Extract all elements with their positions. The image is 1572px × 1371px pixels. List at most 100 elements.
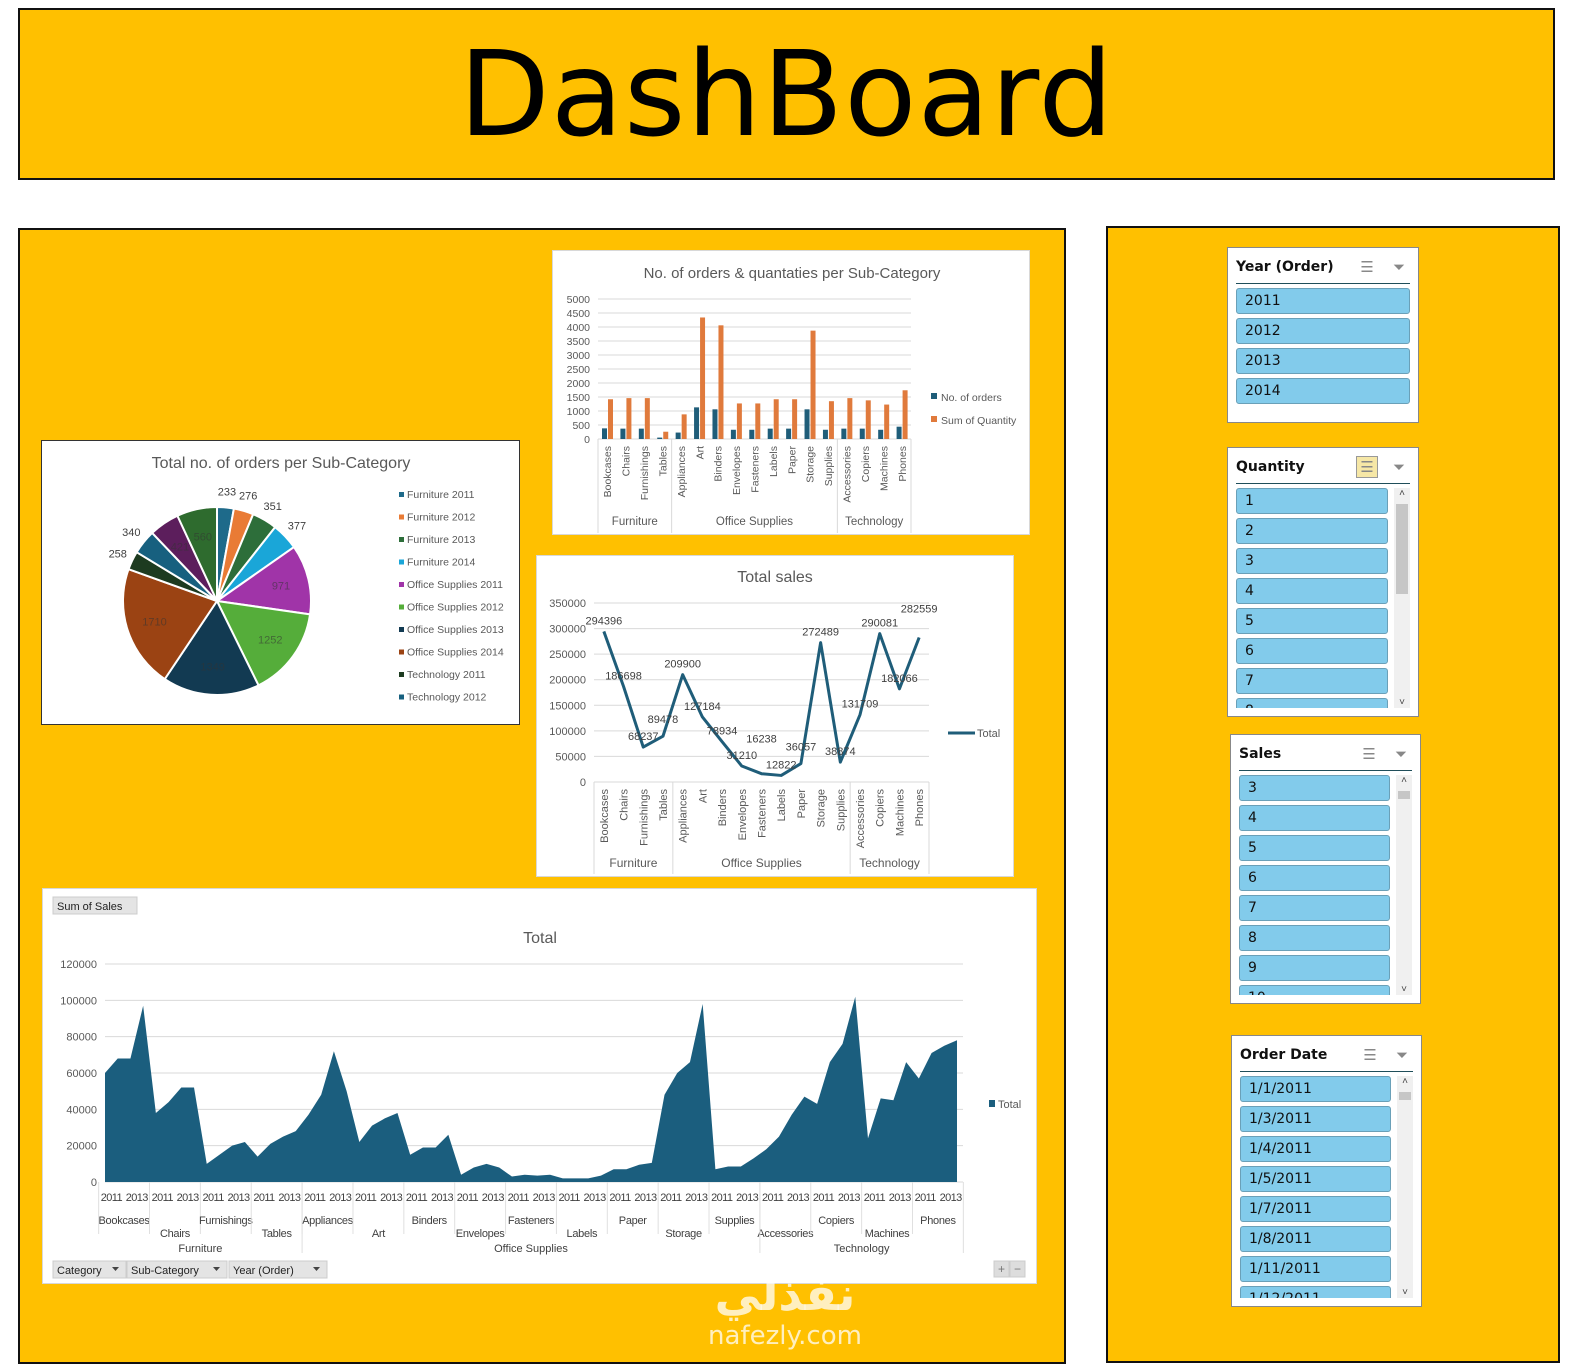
slicer-sales[interactable]: Sales ☰ ⏷345678910˄˅ xyxy=(1230,734,1421,1004)
slicer-item[interactable]: 2014 xyxy=(1236,378,1410,404)
quantity-bar[interactable] xyxy=(828,401,834,439)
slicer-item[interactable]: 2012 xyxy=(1236,318,1410,344)
filter-button-sub-category[interactable]: Sub-Category xyxy=(126,1260,228,1279)
slicer-item[interactable]: 4 xyxy=(1239,805,1390,831)
slicer-scrollbar[interactable]: ˄ ˅ xyxy=(1394,488,1410,708)
slicer-item[interactable]: 8 xyxy=(1236,698,1388,708)
slicer-item[interactable]: 1 xyxy=(1236,488,1388,514)
quantity-bar[interactable] xyxy=(792,399,798,439)
multi-select-icon[interactable]: ☰ xyxy=(1363,1047,1377,1064)
scrollbar-thumb[interactable] xyxy=(1396,504,1408,594)
slicer-item[interactable]: 1/5/2011 xyxy=(1240,1166,1391,1192)
legend-label[interactable]: Furniture 2012 xyxy=(407,512,475,524)
slicer-item[interactable]: 3 xyxy=(1239,775,1390,801)
pie-slice[interactable] xyxy=(122,567,219,681)
orders-bar[interactable] xyxy=(822,429,828,439)
pie-slice[interactable] xyxy=(214,545,312,616)
orders-bar[interactable] xyxy=(638,428,644,439)
legend-label[interactable]: Technology 2012 xyxy=(407,692,487,704)
slicer-item[interactable]: 1/3/2011 xyxy=(1240,1106,1391,1132)
multi-select-icon[interactable]: ☰ xyxy=(1356,456,1378,478)
slicer-order-date[interactable]: Order Date ☰ ⏷ 1/1/2011 1/3/2011 1/4/2011 1/… xyxy=(1231,1035,1422,1307)
quantity-bar[interactable] xyxy=(663,431,669,439)
slicer-item[interactable]: 1/7/2011 xyxy=(1240,1196,1391,1222)
slicer-item[interactable]: 6 xyxy=(1239,865,1390,891)
orders-bar[interactable] xyxy=(620,428,626,439)
legend-label[interactable]: Office Supplies 2011 xyxy=(407,579,503,591)
total-sales-line-chart[interactable]: Total sales 0 50000 100000 150000 200000 25000… xyxy=(536,555,1014,877)
filter-button-year-order-[interactable]: Year (Order) xyxy=(228,1260,328,1279)
total-sales-line[interactable] xyxy=(602,630,921,777)
scroll-up-icon[interactable]: ˄ xyxy=(1401,775,1407,786)
legend-label[interactable]: No. of orders xyxy=(941,392,1002,404)
clear-filter-icon[interactable]: ⏷ xyxy=(1395,1046,1408,1064)
quantity-bar[interactable] xyxy=(755,403,761,439)
pie-slice[interactable] xyxy=(176,505,218,602)
slicer-scrollbar[interactable]: ˄ ˅ xyxy=(1396,775,1412,995)
quantity-bar[interactable] xyxy=(847,398,853,439)
sales-area[interactable] xyxy=(105,996,957,1182)
slicer-item[interactable]: 1/4/2011 xyxy=(1240,1136,1391,1162)
orders-bar[interactable] xyxy=(730,429,736,439)
slicer-item[interactable]: 7 xyxy=(1239,895,1390,921)
orders-bar[interactable] xyxy=(859,428,865,439)
slicer-item[interactable]: 3 xyxy=(1236,548,1388,574)
slicer-item[interactable]: 9 xyxy=(1239,955,1390,981)
clear-filter-icon[interactable]: ⏷ xyxy=(1392,258,1405,276)
slicer-item[interactable]: 2013 xyxy=(1236,348,1410,374)
pie-slice[interactable] xyxy=(215,599,312,687)
orders-bar[interactable] xyxy=(841,428,847,439)
quantity-bar[interactable] xyxy=(810,330,816,439)
legend-label[interactable]: Total xyxy=(977,728,1000,740)
slicer-item[interactable]: 1/8/2011 xyxy=(1240,1226,1391,1252)
legend-label[interactable]: Furniture 2011 xyxy=(407,489,475,501)
quantity-bar[interactable] xyxy=(884,404,890,439)
slicer-item[interactable]: 1/11/2011 xyxy=(1240,1256,1391,1282)
slicer-item[interactable]: 1/12/2011 xyxy=(1240,1286,1391,1298)
orders-quantity-bar-chart[interactable]: No. of orders & quantaties per Sub-Categ… xyxy=(552,250,1030,535)
orders-bar[interactable] xyxy=(878,429,884,439)
orders-bar[interactable] xyxy=(804,409,810,439)
quantity-bar[interactable] xyxy=(902,390,908,439)
orders-bar[interactable] xyxy=(657,437,663,439)
legend-label[interactable]: Total xyxy=(998,1099,1021,1111)
clear-filter-icon[interactable]: ⏷ xyxy=(1392,458,1405,476)
slicer-quantity[interactable]: Quantity ☰ ⏷12345678˄˅ xyxy=(1227,447,1419,717)
scroll-down-icon[interactable]: ˅ xyxy=(1402,1287,1408,1298)
sum-of-sales-field-button[interactable]: Sum of Sales xyxy=(52,896,138,915)
quantity-bar[interactable] xyxy=(736,403,742,439)
slicer-year-order[interactable]: Year (Order) ☰ ⏷ 2011 2012 2013 2014 xyxy=(1227,247,1419,423)
quantity-bar[interactable] xyxy=(773,399,779,439)
zoom-out-button[interactable]: − xyxy=(1009,1260,1026,1278)
orders-bar[interactable] xyxy=(896,426,902,439)
slicer-item[interactable]: 7 xyxy=(1236,668,1388,694)
slicer-item[interactable]: 5 xyxy=(1239,835,1390,861)
orders-bar[interactable] xyxy=(675,432,681,439)
legend-label[interactable]: Technology 2011 xyxy=(407,669,486,681)
orders-bar[interactable] xyxy=(786,428,792,439)
legend-label[interactable]: Office Supplies 2012 xyxy=(407,602,504,614)
slicer-item[interactable]: 1/1/2011 xyxy=(1240,1076,1391,1102)
slicer-item[interactable]: 8 xyxy=(1239,925,1390,951)
orders-bar[interactable] xyxy=(767,428,773,439)
orders-bar[interactable] xyxy=(712,409,718,439)
slicer-item[interactable]: 5 xyxy=(1236,608,1388,634)
legend-label[interactable]: Office Supplies 2014 xyxy=(407,647,504,659)
legend-label[interactable]: Furniture 2013 xyxy=(407,534,475,546)
legend-label[interactable]: Furniture 2014 xyxy=(407,557,475,569)
scrollbar-thumb[interactable] xyxy=(1399,1092,1411,1100)
zoom-in-button[interactable]: + xyxy=(993,1260,1010,1278)
slicer-item[interactable]: 2 xyxy=(1236,518,1388,544)
quantity-bar[interactable] xyxy=(608,399,613,439)
slicer-item[interactable]: 2011 xyxy=(1236,288,1410,314)
orders-bar[interactable] xyxy=(602,428,607,439)
filter-button-category[interactable]: Category xyxy=(52,1260,127,1279)
scroll-up-icon[interactable]: ˄ xyxy=(1402,1076,1408,1087)
quantity-bar[interactable] xyxy=(626,398,632,439)
scroll-up-icon[interactable]: ˄ xyxy=(1399,488,1405,499)
sales-area-pivot-chart[interactable]: Sum of Sales Total 0 20000 40000 60000 80000 10… xyxy=(42,888,1037,1284)
orders-bar[interactable] xyxy=(749,429,755,439)
slicer-item[interactable]: 10 xyxy=(1239,985,1390,995)
slicer-scrollbar[interactable]: ˄ ˅ xyxy=(1397,1076,1413,1298)
slicer-item[interactable]: 6 xyxy=(1236,638,1388,664)
